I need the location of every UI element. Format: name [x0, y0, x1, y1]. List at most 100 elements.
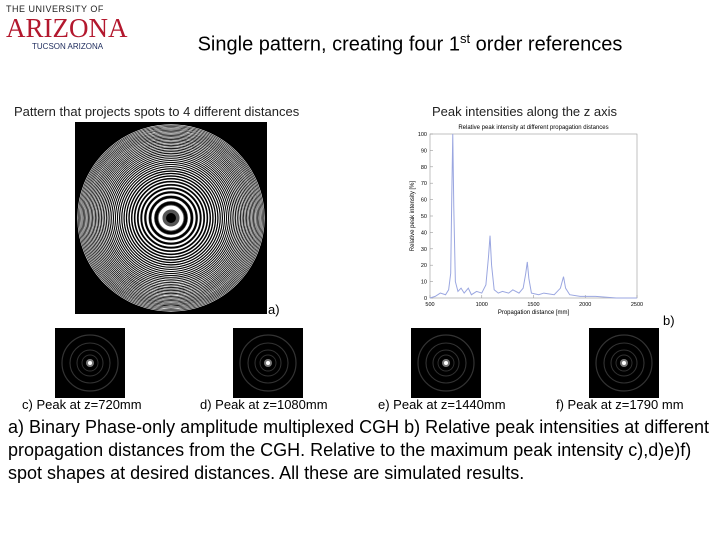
pattern-ring [79, 126, 263, 310]
spot-core [266, 361, 270, 365]
y-axis-label: Relative peak intensity [%] [410, 180, 416, 251]
pattern-ring [120, 167, 222, 269]
pattern-ring [90, 137, 252, 299]
pattern-ring [111, 158, 231, 278]
pattern-ring [87, 134, 255, 302]
pattern-ring [114, 161, 228, 275]
pattern-ring [127, 174, 215, 262]
spot-ring [595, 334, 653, 392]
spot-ring [417, 334, 475, 392]
pattern-ring [107, 154, 235, 282]
pattern-ring [92, 139, 250, 297]
x-tick-label: 500 [425, 302, 434, 308]
y-tick-label: 70 [421, 181, 427, 187]
spot-ring [425, 342, 467, 384]
pattern-ring [89, 136, 253, 300]
pattern-ring [97, 144, 245, 292]
spot-image [233, 328, 303, 398]
pattern-ring [103, 150, 239, 286]
title-superscript: st [459, 31, 471, 46]
pattern-ring [94, 141, 248, 295]
pattern-ring [97, 144, 245, 292]
plot-frame [429, 133, 638, 299]
x-tick-label: 2000 [579, 302, 591, 308]
spot-ring [259, 354, 277, 372]
x-tick-label: 2500 [631, 302, 643, 308]
pattern-ring [135, 182, 207, 254]
logo-wordmark: ARIZONA [6, 13, 128, 43]
pattern-ring [79, 126, 263, 310]
pattern-ring [100, 147, 242, 289]
pattern-ring [131, 178, 211, 258]
pattern-ring [133, 180, 209, 256]
spot-ring [61, 334, 119, 392]
spot-ring [603, 342, 645, 384]
pattern-ring [81, 128, 261, 308]
pattern-ring [104, 151, 238, 285]
data-line [429, 133, 637, 299]
spot-ring [615, 354, 633, 372]
panel-heading: Peak intensities along the z axis [432, 104, 617, 119]
pattern-ring [94, 141, 248, 295]
x-axis-label: Propagation distance [mm] [498, 310, 570, 316]
spot-ring [81, 354, 99, 372]
pattern-ring [98, 145, 244, 291]
pattern-ring [119, 166, 223, 270]
spot-core [444, 361, 448, 365]
y-tick-label: 60 [421, 198, 427, 204]
pattern-ring [105, 152, 237, 284]
x-tick-label: 1500 [527, 302, 539, 308]
spot-label: d) Peak at z=1080mm [200, 397, 328, 412]
pattern-ring [77, 124, 265, 312]
pattern-ring [114, 161, 228, 275]
panel-heading: Pattern that projects spots to 4 differe… [14, 104, 300, 119]
caption: a) Binary Phase-only amplitude multiplex… [8, 417, 710, 483]
y-tick-label: 0 [424, 296, 427, 302]
pattern-ring [154, 201, 188, 235]
pattern-ring [93, 140, 249, 296]
pattern-ring [109, 156, 233, 280]
pattern-ring [122, 169, 220, 267]
pattern-ring [95, 142, 247, 294]
pattern-ring [144, 191, 198, 245]
pattern-ring [113, 160, 229, 276]
y-tick-label: 10 [421, 280, 427, 286]
pattern-ring [92, 139, 250, 297]
pattern-ring [138, 185, 204, 251]
pattern-ring [115, 162, 227, 274]
pattern-ring [81, 128, 261, 308]
x-tick-label: 1000 [476, 302, 488, 308]
pattern-ring [85, 132, 257, 304]
spot-core [622, 361, 626, 365]
pattern-ring [158, 205, 184, 231]
pattern-ring [108, 155, 234, 281]
pattern-ring [91, 138, 251, 298]
spot-ring [610, 349, 638, 377]
pattern-ring [88, 135, 254, 301]
pattern-ring [125, 172, 217, 264]
spot-label: f) Peak at z=1790 mm [556, 397, 684, 412]
pattern-ring [102, 149, 240, 287]
spot-image [55, 328, 125, 398]
pattern-ring [124, 171, 218, 265]
pattern-ring [90, 137, 252, 299]
pattern-ring [117, 164, 225, 272]
y-tick-label: 80 [421, 165, 427, 171]
spot-ring [254, 349, 282, 377]
y-tick-label: 50 [421, 214, 427, 220]
pattern-ring [142, 189, 200, 247]
pattern-ring [82, 129, 260, 307]
panel-label: b) [663, 313, 675, 328]
pattern-ring [101, 148, 241, 288]
pattern-ring [78, 125, 264, 311]
title-text: order references [470, 33, 623, 56]
title-text: Single pattern, creating four 1 [197, 33, 460, 56]
spot-ring [432, 349, 460, 377]
pattern-ring [118, 165, 224, 271]
logo-line: TUCSON ARIZONA [32, 42, 104, 51]
spot-ring [69, 342, 111, 384]
panel-label: a) [268, 302, 280, 317]
pattern-ring [100, 147, 242, 289]
y-tick-label: 20 [421, 263, 427, 269]
